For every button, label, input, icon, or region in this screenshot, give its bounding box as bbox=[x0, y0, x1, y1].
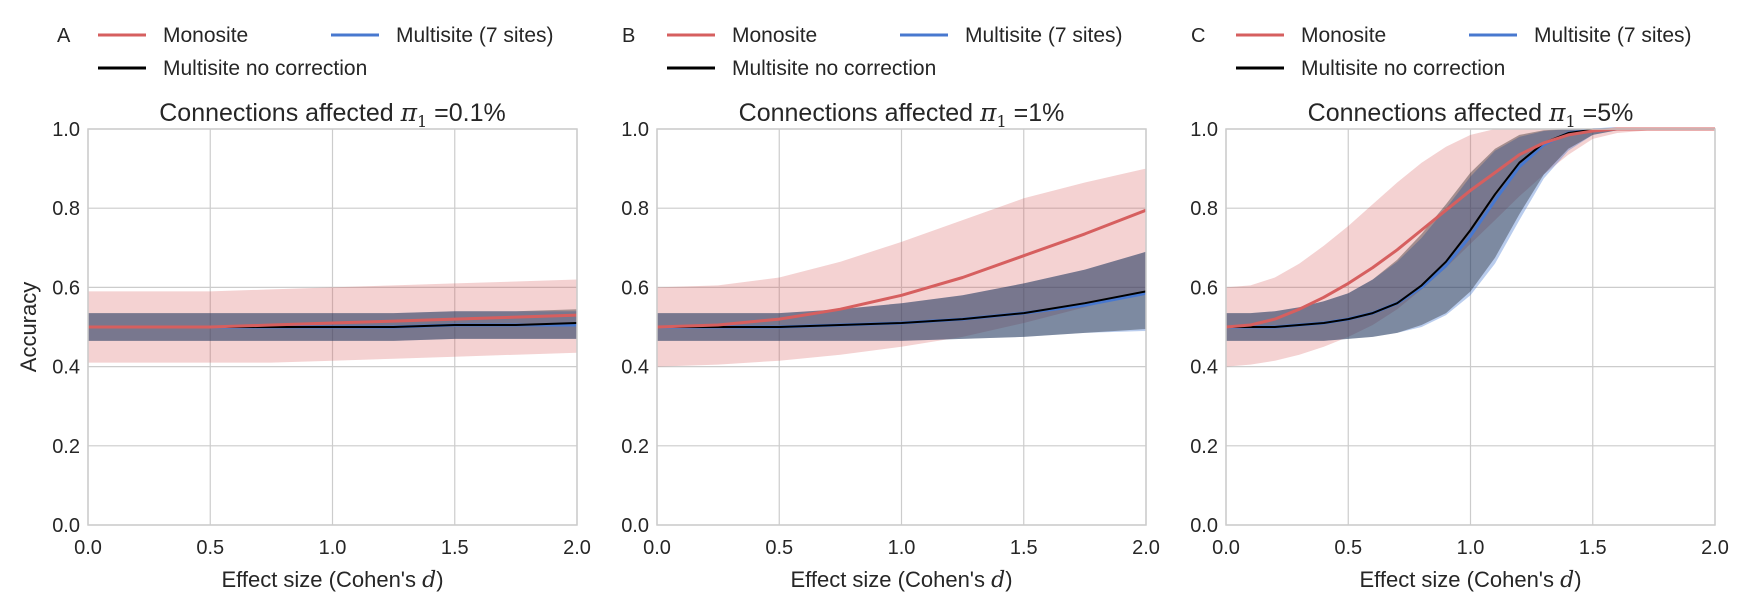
x-tick-label: 1.0 bbox=[1457, 537, 1485, 559]
tick-labels: 0.0 0.5 1.0 1.5 2.0 0.0 0.2 0.4 0.6 0.8 1.0 bbox=[52, 119, 591, 559]
y-tick-label: 0.0 bbox=[52, 515, 80, 537]
x-tick-label: 1.0 bbox=[319, 537, 347, 559]
legend-item: Multisite no correction bbox=[98, 57, 367, 80]
legend-item: Multisite no correction bbox=[1236, 57, 1505, 80]
y-tick-label: 0.2 bbox=[621, 436, 649, 458]
tick-labels: 0.0 0.5 1.0 1.5 2.0 0.0 0.2 0.4 0.6 0.8 1.0 bbox=[1190, 119, 1729, 559]
y-tick-label: 1.0 bbox=[1190, 119, 1218, 141]
y-tick-label: 0.0 bbox=[621, 515, 649, 537]
line-monosite bbox=[88, 313, 578, 329]
x-tick-label: 0.5 bbox=[196, 537, 224, 559]
x-tick-label: 0.5 bbox=[765, 537, 793, 559]
y-tick-label: 0.6 bbox=[52, 277, 80, 299]
legend-label: Multisite (7 sites) bbox=[965, 24, 1123, 47]
y-tick-label: 0.8 bbox=[52, 198, 80, 220]
chart-title: Connections affected π1 =0.1% bbox=[159, 98, 506, 131]
chart-title: Connections affected π1 =5% bbox=[1308, 98, 1634, 131]
x-tick-label: 2.0 bbox=[563, 537, 591, 559]
axes-frame bbox=[87, 128, 578, 526]
line-monosite bbox=[1225, 127, 1715, 329]
x-axis-label: Effect size (Cohen's d) bbox=[1359, 567, 1581, 593]
legend-label: Multisite (7 sites) bbox=[396, 24, 554, 47]
y-tick-label: 0.6 bbox=[621, 277, 649, 299]
legend: Monosite Multisite (7 sites) Multisite no … bbox=[98, 24, 554, 80]
line-monosite bbox=[656, 208, 1147, 329]
legend-label: Monosite bbox=[732, 24, 817, 47]
confidence-bands bbox=[88, 279, 577, 363]
series-lines bbox=[1225, 127, 1715, 329]
y-tick-label: 0.2 bbox=[1190, 436, 1218, 458]
x-tick-label: 2.0 bbox=[1701, 537, 1729, 559]
y-tick-label: 1.0 bbox=[621, 119, 649, 141]
y-tick-label: 0.4 bbox=[621, 357, 649, 379]
x-tick-label: 0.0 bbox=[1212, 537, 1240, 559]
legend-label: Multisite no correction bbox=[163, 57, 367, 80]
panel-b: B Monosite Multisite (7 sites) Multisite no… bbox=[621, 24, 1160, 593]
x-tick-label: 1.0 bbox=[888, 537, 916, 559]
x-tick-label: 0.5 bbox=[1334, 537, 1362, 559]
band-monosite bbox=[88, 279, 577, 363]
legend-label: Multisite no correction bbox=[1301, 57, 1505, 80]
y-tick-label: 0.8 bbox=[1190, 198, 1218, 220]
legend-label: Monosite bbox=[163, 24, 248, 47]
legend-label: Multisite no correction bbox=[732, 57, 936, 80]
series-lines bbox=[656, 208, 1147, 329]
x-tick-label: 1.5 bbox=[1579, 537, 1607, 559]
legend: Monosite Multisite (7 sites) Multisite no … bbox=[667, 24, 1123, 80]
legend-item: Multisite (7 sites) bbox=[331, 24, 554, 47]
legend-label: Multisite (7 sites) bbox=[1534, 24, 1692, 47]
panel-a: A Monosite Multisite (7 sites) Multisite no… bbox=[16, 24, 591, 593]
legend-label: Monosite bbox=[1301, 24, 1386, 47]
chart-title: Connections affected π1 =1% bbox=[739, 98, 1065, 131]
band-monosite bbox=[1226, 129, 1715, 367]
panel-letter: B bbox=[622, 25, 635, 47]
line-multisite-no-correction bbox=[657, 290, 1147, 328]
legend-item: Multisite (7 sites) bbox=[1469, 24, 1692, 47]
y-tick-label: 0.4 bbox=[1190, 357, 1218, 379]
panel-letter: A bbox=[57, 25, 71, 47]
panel-c: C Monosite Multisite (7 sites) Multisite no… bbox=[1190, 24, 1729, 593]
band-multisite-no-correction bbox=[88, 309, 577, 341]
x-tick-label: 1.5 bbox=[441, 537, 469, 559]
y-tick-label: 0.6 bbox=[1190, 277, 1218, 299]
y-tick-label: 0.2 bbox=[52, 436, 80, 458]
series-lines bbox=[88, 313, 578, 329]
y-tick-label: 1.0 bbox=[52, 119, 80, 141]
y-tick-label: 0.4 bbox=[52, 357, 80, 379]
axes-frame bbox=[1225, 128, 1716, 526]
x-tick-label: 2.0 bbox=[1132, 537, 1160, 559]
legend-item: Monosite bbox=[98, 24, 248, 47]
x-tick-label: 0.0 bbox=[74, 537, 102, 559]
y-tick-label: 0.0 bbox=[1190, 515, 1218, 537]
legend-item: Multisite (7 sites) bbox=[900, 24, 1123, 47]
legend-item: Monosite bbox=[667, 24, 817, 47]
legend-item: Multisite no correction bbox=[667, 57, 936, 80]
tick-labels: 0.0 0.5 1.0 1.5 2.0 0.0 0.2 0.4 0.6 0.8 1.0 bbox=[621, 119, 1160, 559]
x-tick-label: 0.0 bbox=[643, 537, 671, 559]
band-monosite bbox=[657, 168, 1146, 367]
panel-letter: C bbox=[1191, 25, 1205, 47]
axes-frame bbox=[656, 128, 1147, 526]
x-axis-label: Effect size (Cohen's d) bbox=[790, 567, 1012, 593]
y-tick-label: 0.8 bbox=[621, 198, 649, 220]
legend: Monosite Multisite (7 sites) Multisite no … bbox=[1236, 24, 1692, 80]
y-axis-label: Accuracy bbox=[16, 282, 41, 372]
x-axis-label: Effect size (Cohen's d) bbox=[221, 567, 443, 593]
legend-item: Monosite bbox=[1236, 24, 1386, 47]
x-tick-label: 1.5 bbox=[1010, 537, 1038, 559]
